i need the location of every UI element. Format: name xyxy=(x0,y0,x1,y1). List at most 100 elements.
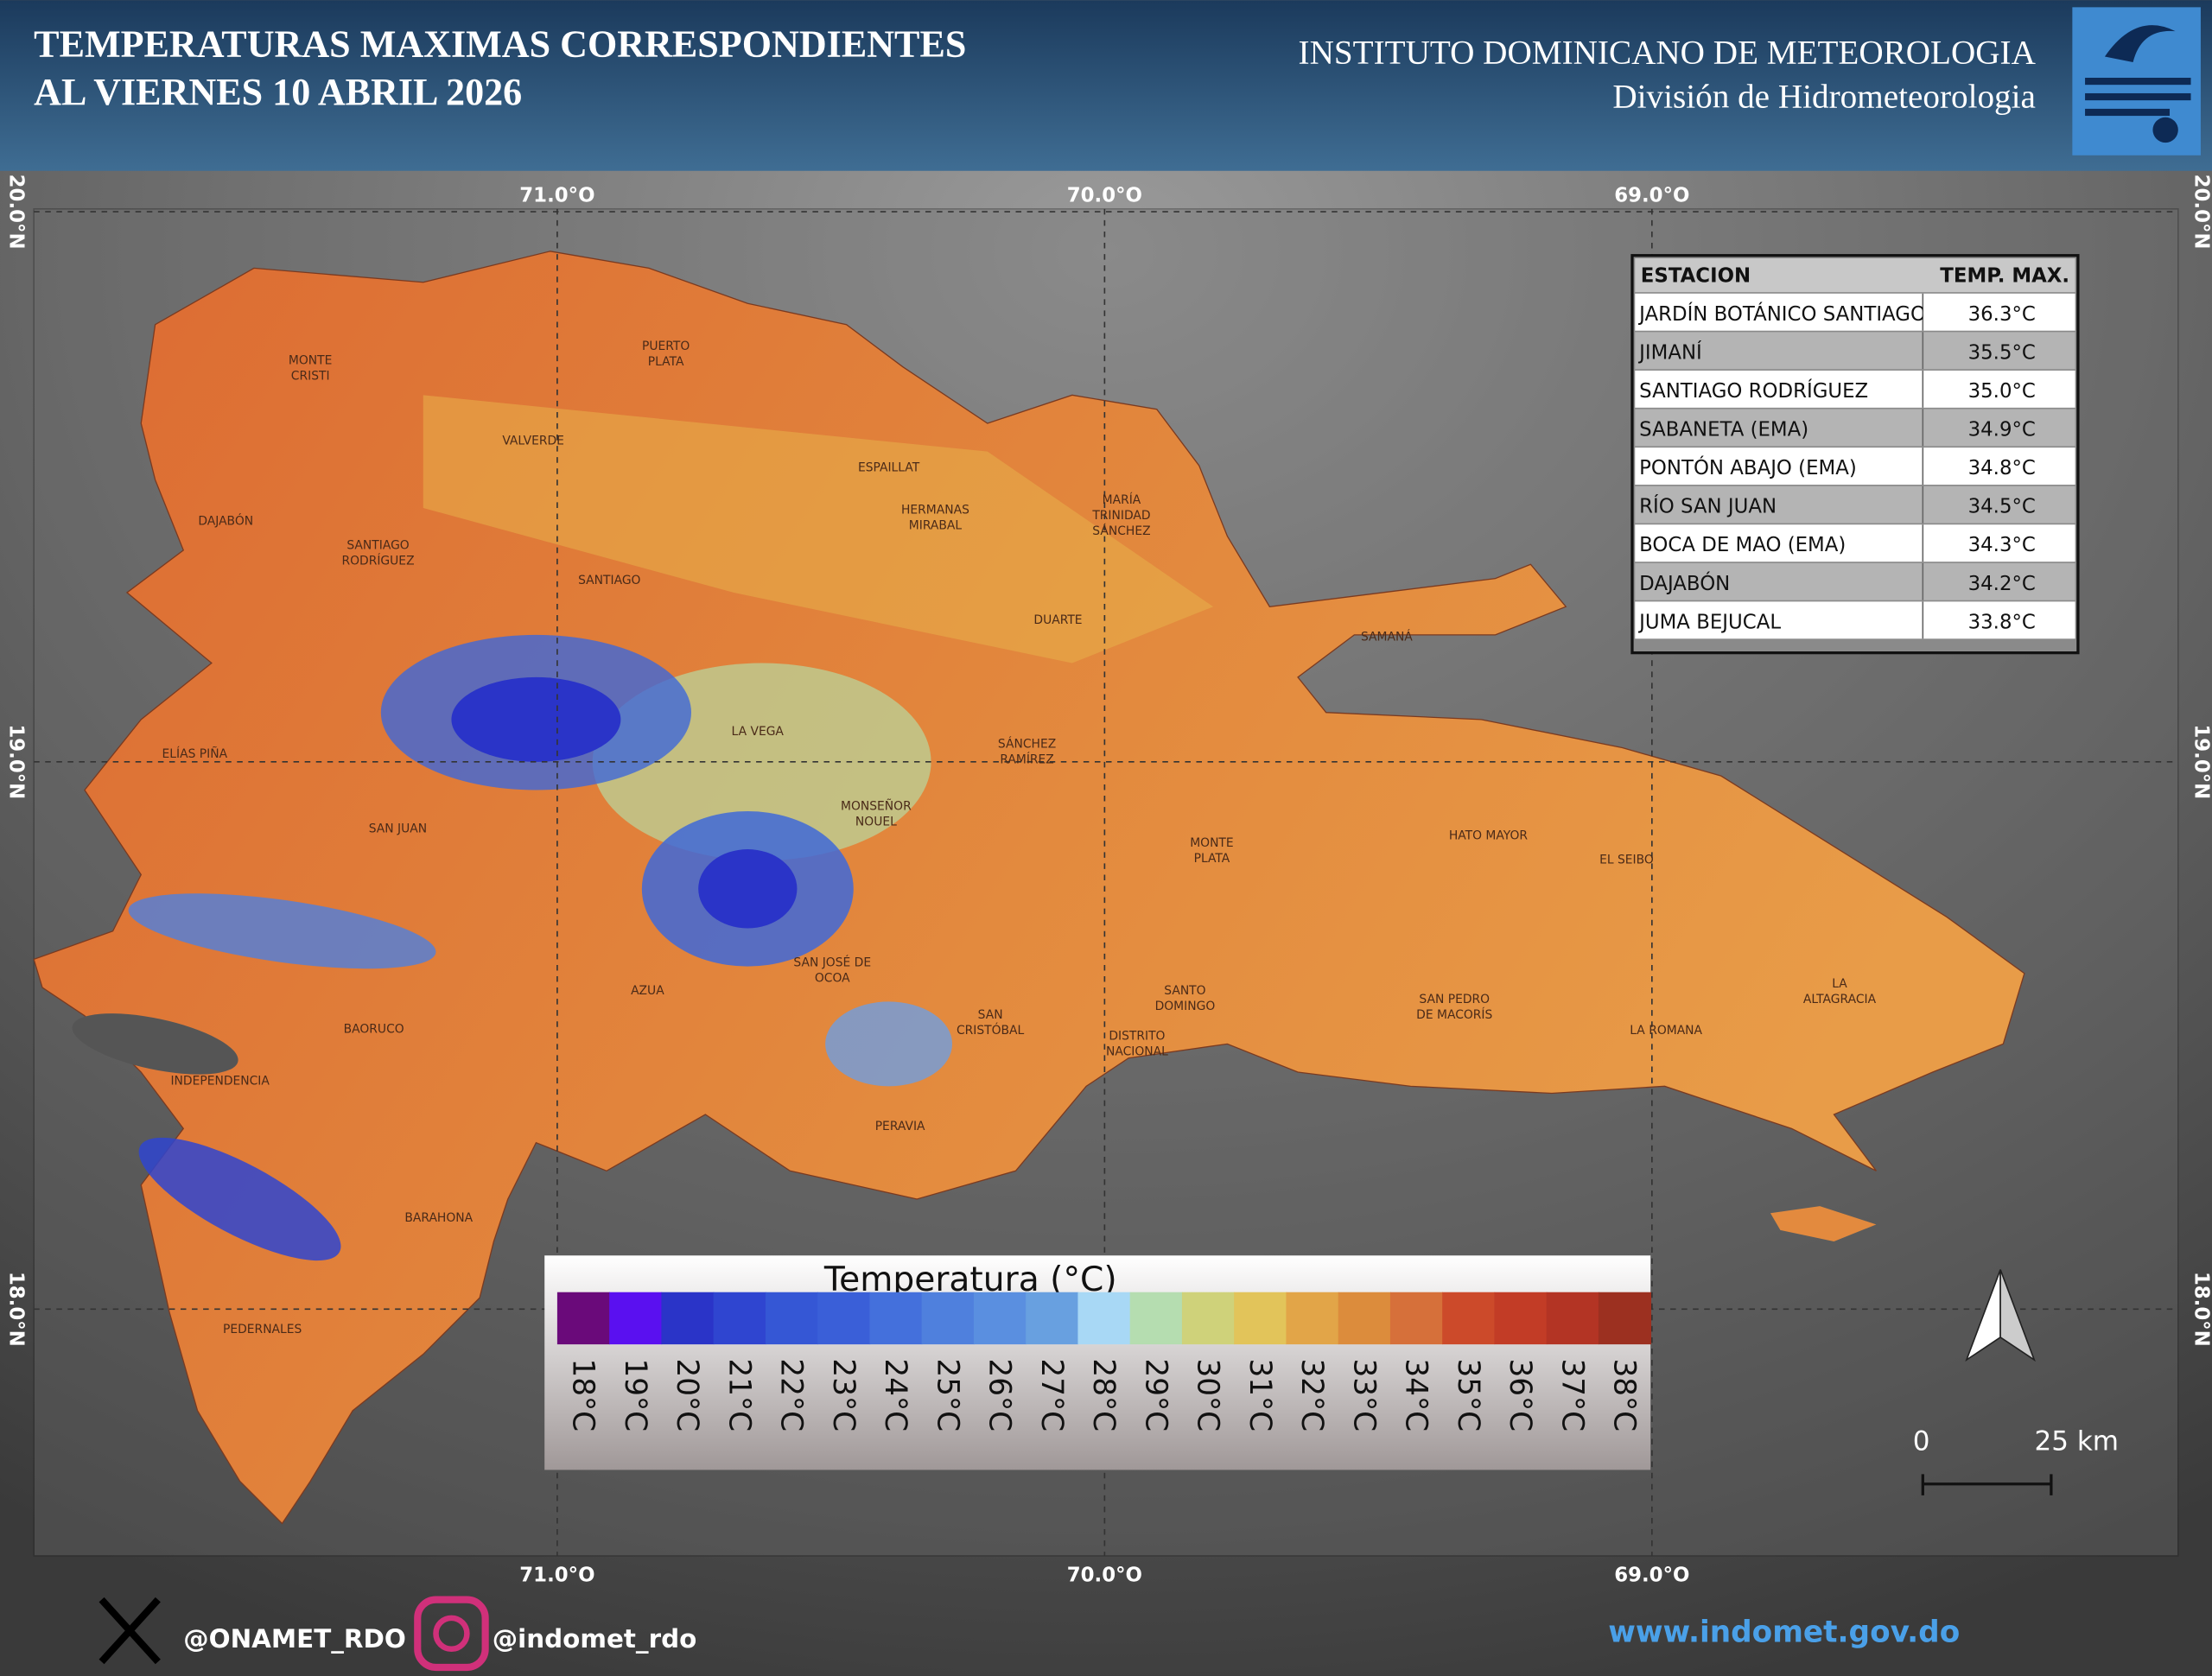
table-row xyxy=(1635,448,2075,486)
province-label: PERAVIA xyxy=(875,1120,925,1133)
province-label: PEDERNALES xyxy=(223,1323,302,1336)
legend-swatch xyxy=(921,1292,975,1345)
province-label: DISTRITO xyxy=(1109,1029,1165,1043)
station-temp: 34.2°C xyxy=(1968,573,2036,595)
legend-label: 20°C xyxy=(670,1358,704,1432)
province-label: CRISTI xyxy=(291,369,330,383)
station-temp: 34.9°C xyxy=(1968,419,2036,441)
website-link[interactable]: www.indomet.gov.do xyxy=(1608,1616,1960,1650)
province-label: SAN xyxy=(978,1008,1003,1022)
province-label: SAN JUAN xyxy=(369,822,427,835)
legend-label: 18°C xyxy=(566,1358,601,1432)
legend-label: 38°C xyxy=(1607,1358,1642,1432)
longitude-label: 70.0°O xyxy=(1067,1564,1142,1586)
longitude-label: 69.0°O xyxy=(1614,185,1689,207)
island xyxy=(33,251,2025,1525)
latitude-label: 18.0°N xyxy=(2190,1272,2212,1347)
province-label: MONSEÑOR xyxy=(841,798,912,813)
station-temp: 34.8°C xyxy=(1968,457,2036,479)
table-header: ESTACION xyxy=(1641,265,1751,288)
table-row xyxy=(1635,562,2075,600)
province-label: NACIONAL xyxy=(1106,1044,1168,1058)
station-name: SABANETA (EMA) xyxy=(1639,419,1808,441)
province-label: PLATA xyxy=(1194,852,1230,866)
legend-label: 33°C xyxy=(1346,1358,1381,1432)
legend-swatch xyxy=(1181,1292,1235,1345)
province-label: PUERTO xyxy=(642,340,690,353)
province-label: ALTAGRACIA xyxy=(1803,993,1877,1006)
table-row xyxy=(1635,293,2075,331)
legend-swatch xyxy=(869,1292,923,1345)
station-name: SANTIAGO RODRÍGUEZ xyxy=(1639,378,1868,403)
province-label: ESPAILLAT xyxy=(858,461,920,475)
province-label: LA ROMANA xyxy=(1630,1024,1702,1038)
legend-swatch xyxy=(1442,1292,1496,1345)
table-row xyxy=(1635,524,2075,562)
legend-swatch xyxy=(817,1292,871,1345)
longitude-label: 69.0°O xyxy=(1614,1564,1689,1586)
province-label: SAN PEDRO xyxy=(1419,993,1490,1006)
province-label: BARAHONA xyxy=(404,1211,473,1225)
legend-label: 29°C xyxy=(1138,1358,1173,1432)
legend-label: 31°C xyxy=(1243,1358,1277,1432)
legend-swatch xyxy=(713,1292,766,1345)
title-line: TEMPERATURAS MAXIMAS CORRESPONDIENTES xyxy=(34,23,966,66)
province-label: RAMÍREZ xyxy=(1000,752,1053,766)
province-label: SANTO xyxy=(1164,984,1205,998)
legend-swatch xyxy=(973,1292,1027,1345)
latitude-label: 19.0°N xyxy=(2190,724,2212,799)
table-row xyxy=(1635,370,2075,408)
station-temp: 33.8°C xyxy=(1968,611,2036,633)
province-label: SAMANÁ xyxy=(1361,629,1413,644)
province-label: DAJABÓN xyxy=(198,513,253,529)
legend-swatch xyxy=(556,1292,610,1345)
province-label: INDEPENDENCIA xyxy=(170,1075,270,1089)
legend-label: 34°C xyxy=(1399,1358,1433,1432)
province-label: AZUA xyxy=(631,984,664,998)
legend-label: 32°C xyxy=(1294,1358,1329,1432)
legend-swatch xyxy=(1338,1292,1391,1345)
province-label: DUARTE xyxy=(1033,613,1082,627)
province-label: ELÍAS PIÑA xyxy=(162,746,228,761)
station-temp: 35.0°C xyxy=(1968,380,2036,403)
province-label: SÁNCHEZ xyxy=(998,737,1056,752)
latitude-label: 19.0°N xyxy=(4,724,27,799)
legend-label: 23°C xyxy=(826,1358,861,1432)
station-temp: 34.3°C xyxy=(1968,534,2036,556)
longitude-label: 71.0°O xyxy=(519,1564,594,1586)
institute-name: INSTITUTO DOMINICANO DE METEOROLOGIA xyxy=(1299,35,2036,72)
province-label: NOUEL xyxy=(855,815,897,828)
legend-swatch xyxy=(1598,1292,1652,1345)
legend-label: 22°C xyxy=(774,1358,809,1432)
legend-label: 24°C xyxy=(878,1358,912,1432)
legend-swatch xyxy=(765,1292,818,1345)
latitude-label: 18.0°N xyxy=(4,1272,27,1347)
province-label: DE MACORÍS xyxy=(1416,1007,1492,1022)
table-row xyxy=(1635,409,2075,447)
legend-label: 25°C xyxy=(930,1358,964,1432)
legend-swatch xyxy=(1234,1292,1287,1345)
province-labels: MONTE CRISTI PUERTO PLATA VALVERDE ESPAILLAT H… xyxy=(162,340,1877,1336)
station-name: BOCA DE MAO (EMA) xyxy=(1639,534,1846,556)
province-label: VALVERDE xyxy=(502,434,564,448)
province-label: SANTIAGO xyxy=(578,574,640,587)
province-label: MONTE xyxy=(1190,836,1233,850)
scale-label: 25 km xyxy=(2035,1426,2120,1457)
table-header-bg xyxy=(1635,257,2075,293)
legend-label: 36°C xyxy=(1503,1358,1537,1432)
legend-swatch xyxy=(1494,1292,1548,1345)
province-label: EL SEIBO xyxy=(1599,853,1654,867)
province-label: MIRABAL xyxy=(909,518,963,532)
longitude-label: 71.0°O xyxy=(519,185,594,207)
station-table: ESTACION TEMP. MAX. JARDÍN BOTÁNICO SANTIA… xyxy=(1630,254,2080,655)
province-label: CRISTÓBAL xyxy=(957,1022,1025,1038)
scale-bar: 0 25 km xyxy=(1913,1426,2119,1495)
station-name: RÍO SAN JUAN xyxy=(1639,494,1777,518)
station-name: JIMANÍ xyxy=(1637,340,1702,364)
station-name: JARDÍN BOTÁNICO SANTIAGO xyxy=(1637,302,1926,326)
legend-swatch xyxy=(1389,1292,1444,1345)
x-handle: @ONAMET_RDO xyxy=(183,1624,406,1654)
station-temp: 36.3°C xyxy=(1968,303,2036,326)
